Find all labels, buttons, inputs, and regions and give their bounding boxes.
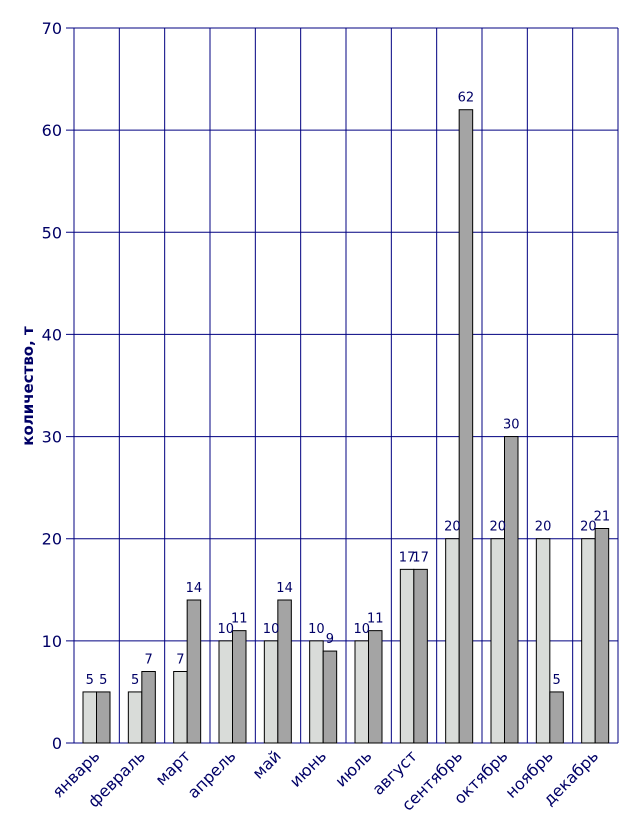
data-label: 10: [263, 622, 280, 637]
y-tick-label: 0: [52, 734, 62, 753]
y-axis-label: количество, т: [19, 326, 37, 446]
data-label: 7: [144, 653, 152, 668]
bar: [535, 538, 551, 744]
data-label: 17: [412, 550, 429, 565]
bar: [186, 599, 202, 744]
data-label: 30: [503, 418, 520, 433]
bar: [96, 691, 111, 744]
data-label: 11: [231, 612, 248, 627]
bar: [413, 568, 428, 744]
data-label: 20: [580, 520, 597, 535]
y-tick-label: 70: [42, 19, 62, 38]
y-tick-label: 10: [42, 632, 62, 651]
bar: [127, 691, 143, 744]
data-label: 17: [399, 550, 416, 565]
grid: [66, 27, 619, 744]
data-label: 10: [308, 622, 325, 637]
data-label: 5: [552, 673, 560, 688]
data-label: 21: [594, 510, 611, 525]
y-tick-label: 20: [42, 530, 62, 549]
bar: [322, 650, 338, 744]
data-label: 20: [535, 520, 552, 535]
bar: [445, 538, 460, 744]
bar: [263, 640, 279, 744]
x-tick-label: май: [249, 746, 285, 782]
bar: [549, 691, 564, 744]
data-label: 10: [217, 622, 234, 637]
bar: [458, 109, 474, 744]
bar: [490, 538, 505, 744]
data-label: 5: [131, 673, 139, 688]
data-label: 5: [99, 673, 107, 688]
x-tick-label: апрель: [184, 746, 240, 802]
data-label: 9: [326, 632, 334, 647]
bar: [82, 691, 97, 744]
x-tick-label: март: [151, 746, 194, 789]
data-label: 5: [86, 673, 94, 688]
bar: [594, 528, 610, 744]
bars: [82, 109, 610, 744]
data-label: 11: [367, 612, 384, 627]
bar: [218, 640, 233, 744]
data-labels: 5 5 57 714101110141091011171720622030205202…: [86, 91, 611, 688]
bar: [368, 630, 383, 744]
data-label: 7: [176, 653, 184, 668]
bar: [399, 568, 415, 744]
bar: [581, 538, 596, 744]
data-label: 10: [353, 622, 370, 637]
data-label: 62: [458, 91, 475, 106]
data-label: 14: [186, 581, 203, 596]
y-axis: 0 10 20 30 40 50 60 70: [42, 19, 62, 753]
data-label: 20: [444, 520, 461, 535]
x-tick-label: июнь: [286, 746, 330, 790]
bar: [309, 640, 324, 744]
y-tick-label: 60: [42, 121, 62, 140]
y-tick-label: 50: [42, 223, 62, 242]
y-tick-label: 30: [42, 428, 62, 447]
bar: [277, 599, 292, 744]
bar: [173, 671, 188, 744]
data-label: 14: [276, 581, 293, 596]
data-label: 20: [489, 520, 506, 535]
bar: [232, 630, 247, 744]
bar: [354, 640, 369, 744]
bar: [141, 671, 156, 744]
bar: [504, 436, 519, 744]
y-tick-label: 40: [42, 325, 62, 344]
